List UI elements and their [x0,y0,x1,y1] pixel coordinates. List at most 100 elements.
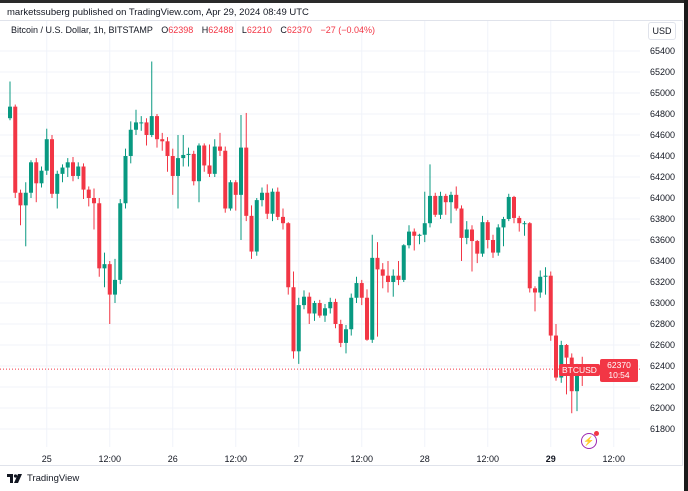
candle-body [391,275,396,282]
price-tick-label: 64400 [650,151,675,161]
candle-body [475,241,480,254]
time-tick-label: 12:00 [224,454,247,464]
change-value: −27 (−0.04%) [320,25,375,35]
price-tick-label: 64000 [650,193,675,203]
candle-body [333,301,338,324]
publisher-line: marketssuberg published on TradingView.c… [7,7,309,18]
candle [265,184,270,219]
candle [312,300,317,321]
candle [307,292,312,324]
price-tick-label: 62400 [650,361,675,371]
brand-name[interactable]: TradingView [27,473,80,484]
candle-body [176,158,180,176]
candle-body [302,296,306,306]
candle [328,297,333,314]
candle [407,225,411,249]
candle-body [165,141,170,156]
candle-body [365,297,369,340]
candle [286,222,291,295]
candle [275,187,280,221]
time-tick-label: 28 [420,454,430,464]
candles [8,61,585,414]
candle [233,180,238,211]
candle-body [55,173,60,194]
candle-body [485,222,490,240]
time-tick-label: 12:00 [602,454,625,464]
candle [464,221,469,245]
candle-body [312,303,317,314]
candle [23,182,28,247]
candle [380,263,385,289]
candle [475,240,480,264]
candle [533,286,537,312]
candle-body [338,324,343,343]
candle [433,192,438,217]
currency-button[interactable]: USD [648,22,676,40]
candle-body [50,139,54,194]
candle [197,143,201,203]
candle-body [160,139,165,142]
candle-body [270,191,275,214]
candle-body [323,308,327,316]
candle [291,271,296,359]
candle [191,150,196,186]
close-value: 62370 [286,25,312,35]
candle-body [491,240,495,253]
candle [239,115,243,240]
candle [244,112,249,222]
candle [113,258,117,303]
candle-body [97,203,102,269]
time-tick-label: 12:00 [476,454,499,464]
high-value: 62488 [208,25,234,35]
candle [34,158,39,203]
candle-body [170,156,175,176]
time-tick-label: 12:00 [350,454,373,464]
candle [44,128,49,175]
candle-body [470,229,474,242]
candle-body [92,198,96,204]
candle [92,188,96,230]
candle [81,163,86,200]
candle-body [449,194,453,203]
price-tick-label: 65200 [650,67,675,77]
candle-body [417,234,422,236]
grid [0,21,640,447]
candle [459,205,464,261]
candle-body [575,366,579,392]
candle-body [260,192,264,201]
candle-body [65,162,70,168]
candle [412,228,417,251]
symbol-price-tag: BTCUSD [559,364,600,376]
candle-body [128,129,133,156]
candle [391,269,396,297]
candle [517,215,522,232]
candle [302,290,306,310]
candle-body [564,345,569,358]
candle [270,188,275,222]
last-price-label: 62370 10:54 [600,359,638,382]
candle-body [459,208,464,238]
candle [228,180,233,211]
candle-body [44,139,49,171]
candle-body [554,335,558,378]
candle-body [149,116,154,135]
candle-body [113,279,117,295]
candle [538,270,543,298]
price-tick-label: 63000 [650,298,675,308]
candle [107,261,112,324]
candle [176,135,180,209]
candle-body [254,200,259,252]
lightning-alert-icon[interactable]: ⚡ [581,431,599,449]
candle [118,199,123,285]
candle-body [412,231,417,236]
candle-body [506,196,511,219]
candle [165,137,170,172]
candle [139,116,144,131]
candle [144,118,149,146]
open-label: O [161,25,169,35]
candle [254,198,259,256]
candle [359,279,364,306]
candle-body [186,153,191,155]
candle [218,132,222,156]
